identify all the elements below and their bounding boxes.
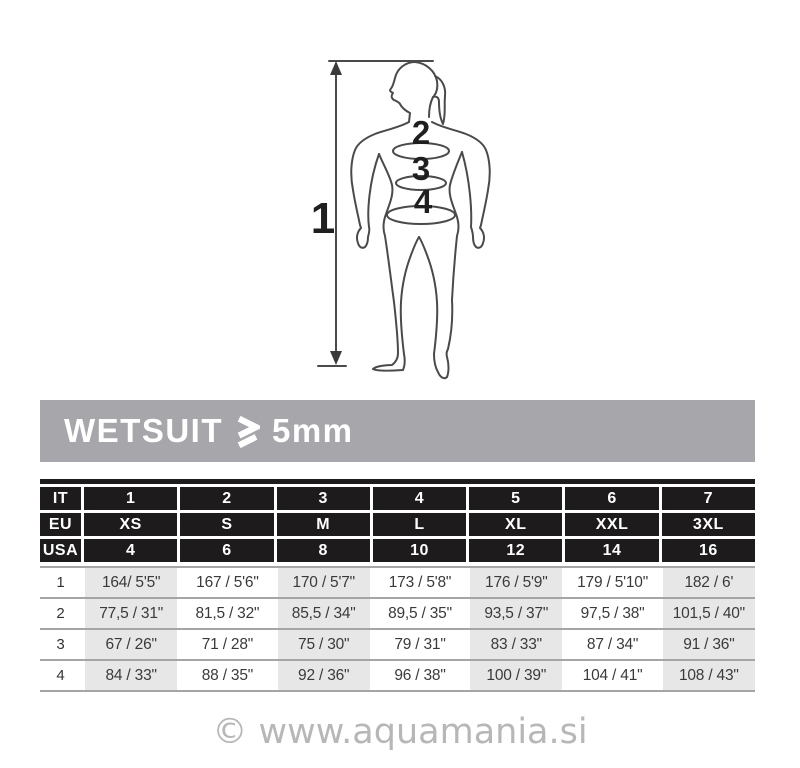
measurement-cell: 97,5 / 38" [566,599,659,628]
measurement-cell: 93,5 / 37" [470,599,563,628]
header-size-cell: 16 [661,539,755,562]
header-size-cell: XL [469,513,563,536]
header-size-cell: 2 [180,487,274,510]
watermark: © www.aquamania.si [212,712,588,752]
size-table-body: 1 164/ 5'5" 167 / 5'6" 170 / 5'7" 173 / 5'8"… [40,566,755,692]
size-table: IT 1 2 3 4 5 6 7 EU XS S M L XL XXL 3XL USA 4 6 8 10 12 14 16 1… [40,479,755,692]
measurement-cell: 164/ 5'5" [85,568,178,597]
height-arrow [330,61,342,365]
header-size-cell: 6 [565,487,659,510]
measurement-cell: 176 / 5'9" [470,568,563,597]
height-label: 1 [311,194,335,243]
measurement-cell: 173 / 5'8" [373,568,467,597]
measurement-cell: 92 / 36" [277,661,370,690]
measurement-row-label: 4 [40,661,81,690]
size-table-row-3: 3 67 / 26" 71 / 28" 75 / 30" 79 / 31" 83 / 33… [40,628,755,659]
measurement-cell: 71 / 28" [181,630,274,659]
banner-title-prefix: WETSUIT [64,412,223,449]
measurement-cell: 88 / 35" [181,661,274,690]
measurement-row-label: 1 [40,568,81,597]
measurement-cell: 104 / 41" [566,661,659,690]
size-table-row-2: 2 77,5 / 31" 81,5 / 32" 85,5 / 34" 89,5 / 35… [40,597,755,628]
measurement-cell: 77,5 / 31" [85,599,178,628]
measurement-row-label: 2 [40,599,81,628]
header-size-cell: M [276,513,370,536]
header-size-cell: 7 [661,487,755,510]
measurement-cell: 108 / 43" [662,661,755,690]
measurement-cell: 84 / 33" [85,661,178,690]
header-size-cell: S [180,513,274,536]
header-size-cell: 10 [372,539,467,562]
measurement-cell: 170 / 5'7" [277,568,370,597]
hip-label: 4 [414,183,433,220]
header-size-cell: 3 [276,487,370,510]
measurement-cell: 89,5 / 35" [373,599,467,628]
measurement-cell: 182 / 6' [662,568,755,597]
header-size-cell: 14 [565,539,659,562]
size-table-header-row-usa: USA 4 6 8 10 12 14 16 [40,539,755,562]
header-size-cell: 8 [276,539,370,562]
measurement-cell: 75 / 30" [277,630,370,659]
header-region-label: USA [40,539,81,562]
size-table-header-row-eu: EU XS S M L XL XXL 3XL [40,513,755,536]
measurement-cell: 96 / 38" [373,661,467,690]
chest-label: 2 [412,114,430,151]
measurement-cell: 101,5 / 40" [662,599,755,628]
size-table-header-row-it: IT 1 2 3 4 5 6 7 [40,487,755,510]
table-top-border [40,479,755,484]
measurement-cell: 91 / 36" [662,630,755,659]
measurement-cell: 85,5 / 34" [277,599,370,628]
size-table-header: IT 1 2 3 4 5 6 7 EU XS S M L XL XXL 3XL USA 4 6 8 10 12 14 16 [40,487,755,562]
header-size-cell: 4 [84,539,178,562]
header-size-cell: XXL [565,513,659,536]
greater-equal-icon [237,416,260,448]
hip-ellipse [386,205,456,225]
header-size-cell: 6 [180,539,274,562]
size-table-row-1: 1 164/ 5'5" 167 / 5'6" 170 / 5'7" 173 / 5'8"… [40,566,755,597]
measurement-cell: 79 / 31" [373,630,467,659]
header-size-cell: 5 [469,487,563,510]
waist-ellipse [395,175,447,191]
wetsuit-banner: WETSUIT 5mm [40,400,755,462]
measurement-row-label: 3 [40,630,81,659]
measurement-cell: 67 / 26" [85,630,178,659]
body-silhouette [350,61,491,380]
header-size-cell: 12 [469,539,563,562]
header-size-cell: XS [84,513,178,536]
header-size-cell: 4 [372,487,467,510]
waist-label: 3 [412,150,430,187]
chest-ellipse [392,142,450,160]
body-measurement-diagram: 1 2 3 4 [311,60,491,380]
measurement-cell: 179 / 5'10" [566,568,659,597]
header-size-cell: 1 [84,487,178,510]
size-table-row-4: 4 84 / 33" 88 / 35" 92 / 36" 96 / 38" 100 / 3… [40,659,755,692]
measurement-cell: 167 / 5'6" [181,568,274,597]
measurement-cell: 100 / 39" [470,661,563,690]
header-size-cell: 3XL [661,513,755,536]
header-region-label: EU [40,513,81,536]
measurement-cell: 83 / 33" [470,630,563,659]
measurement-cell: 87 / 34" [566,630,659,659]
measurement-cell: 81,5 / 32" [181,599,274,628]
banner-title-suffix: 5mm [271,412,354,449]
header-region-label: IT [40,487,81,510]
header-size-cell: L [372,513,467,536]
